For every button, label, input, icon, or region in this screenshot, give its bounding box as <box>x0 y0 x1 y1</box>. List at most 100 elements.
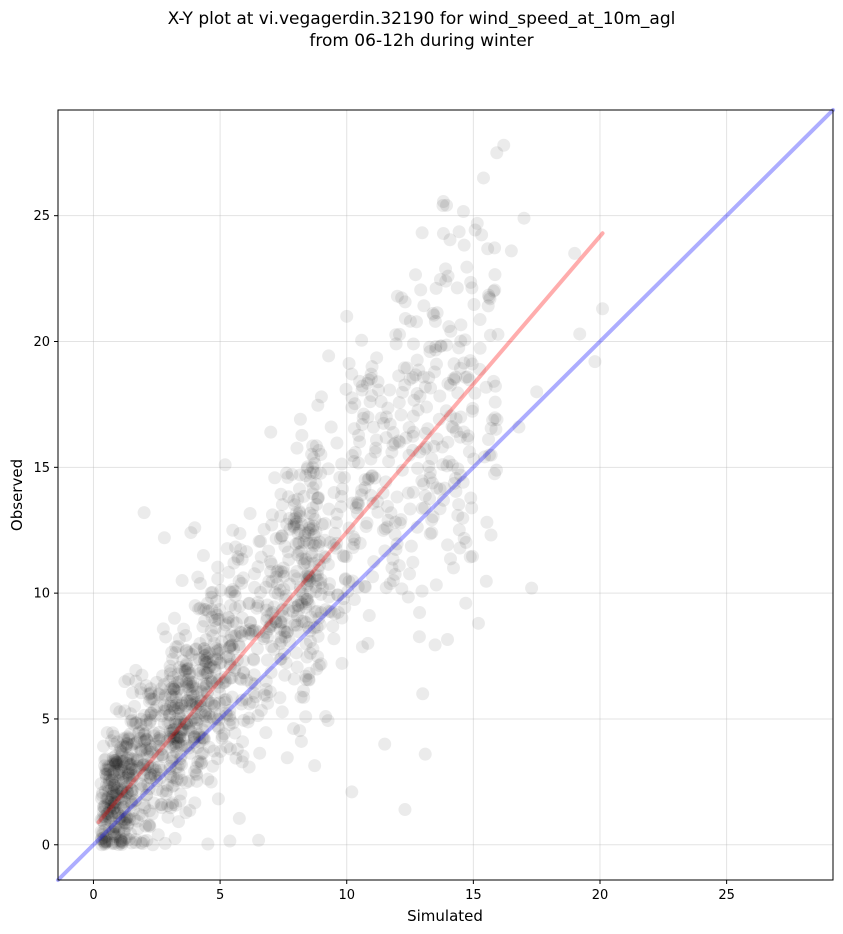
scatter-point <box>218 695 232 709</box>
scatter-point <box>362 609 376 623</box>
scatter-point <box>364 488 378 502</box>
scatter-point <box>108 799 122 813</box>
scatter-point <box>385 561 399 575</box>
scatter-point <box>149 774 163 788</box>
scatter-point <box>167 682 181 696</box>
scatter-point <box>125 775 139 789</box>
scatter-point <box>144 771 158 785</box>
scatter-point <box>171 729 185 743</box>
scatter-point <box>172 737 186 751</box>
scatter-point <box>153 730 167 744</box>
scatter-point <box>497 138 511 152</box>
scatter-point <box>298 556 312 570</box>
scatter-point <box>356 411 370 425</box>
scatter-point <box>466 549 480 563</box>
scatter-point <box>382 454 396 468</box>
scatter-point <box>226 582 240 596</box>
scatter-point <box>439 262 453 276</box>
scatter-point <box>415 226 429 240</box>
scatter-point <box>215 729 229 743</box>
scatter-point <box>268 471 282 485</box>
scatter-point <box>200 651 214 665</box>
scatter-point <box>298 529 312 543</box>
scatter-point <box>112 811 126 825</box>
scatter-point <box>381 401 395 415</box>
scatter-point <box>177 732 191 746</box>
scatter-point <box>265 575 279 589</box>
scatter-point <box>264 607 278 621</box>
scatter-point <box>155 801 169 815</box>
scatter-point <box>97 831 111 845</box>
scatter-point <box>312 611 326 625</box>
scatter-point <box>312 658 326 672</box>
scatter-point <box>240 673 254 687</box>
scatter-point <box>204 659 218 673</box>
scatter-point <box>434 339 448 353</box>
scatter-point <box>184 714 198 728</box>
scatter-point <box>236 735 250 749</box>
scatter-point <box>294 734 308 748</box>
scatter-point <box>319 603 333 617</box>
scatter-point <box>277 624 291 638</box>
scatter-point <box>187 689 201 703</box>
scatter-point <box>436 493 450 507</box>
scatter-point <box>106 801 120 815</box>
scatter-point <box>298 591 312 605</box>
scatter-point <box>199 679 213 693</box>
scatter-point <box>189 653 203 667</box>
scatter-point <box>364 452 378 466</box>
scatter-point <box>143 750 157 764</box>
scatter-point <box>250 601 264 615</box>
scatter-point <box>416 370 430 384</box>
scatter-point <box>403 314 417 328</box>
scatter-point <box>418 380 432 394</box>
scatter-point <box>480 515 494 529</box>
scatter-point <box>208 614 222 628</box>
scatter-point <box>170 733 184 747</box>
scatter-point <box>139 713 153 727</box>
scatter-point <box>114 819 128 833</box>
scatter-point <box>430 306 444 320</box>
scatter-point <box>411 461 425 475</box>
scatter-point <box>161 810 175 824</box>
scatter-point <box>374 395 388 409</box>
scatter-point <box>314 576 328 590</box>
scatter-point <box>345 367 359 381</box>
scatter-point <box>110 735 124 749</box>
scatter-point <box>129 674 143 688</box>
scatter-point <box>362 373 376 387</box>
scatter-point <box>243 623 257 637</box>
scatter-point <box>319 710 333 724</box>
scatter-point <box>103 795 117 809</box>
scatter-point <box>242 711 256 725</box>
scatter-point <box>292 545 306 559</box>
scatter-point <box>291 536 305 550</box>
scatter-point <box>113 705 127 719</box>
scatter-point <box>163 732 177 746</box>
scatter-point <box>100 835 114 849</box>
scatter-point <box>306 501 320 515</box>
scatter-point <box>119 771 133 785</box>
scatter-point <box>288 498 302 512</box>
scatter-point <box>436 195 450 209</box>
scatter-point <box>197 681 211 695</box>
scatter-point <box>155 709 169 723</box>
scatter-point <box>381 513 395 527</box>
scatter-point <box>345 496 359 510</box>
scatter-point <box>309 580 323 594</box>
scatter-point <box>110 806 124 820</box>
scatter-point <box>299 710 313 724</box>
scatter-point <box>189 643 203 657</box>
scatter-point <box>410 387 424 401</box>
scatter-point <box>147 729 161 743</box>
scatter-point <box>169 736 183 750</box>
scatter-point <box>94 824 108 838</box>
scatter-point <box>223 657 237 671</box>
scatter-point <box>164 801 178 815</box>
scatter-point <box>167 723 181 737</box>
scatter-point <box>182 721 196 735</box>
scatter-point <box>314 448 328 462</box>
scatter-point <box>157 717 171 731</box>
scatter-point <box>130 716 144 730</box>
scatter-point <box>115 813 129 827</box>
